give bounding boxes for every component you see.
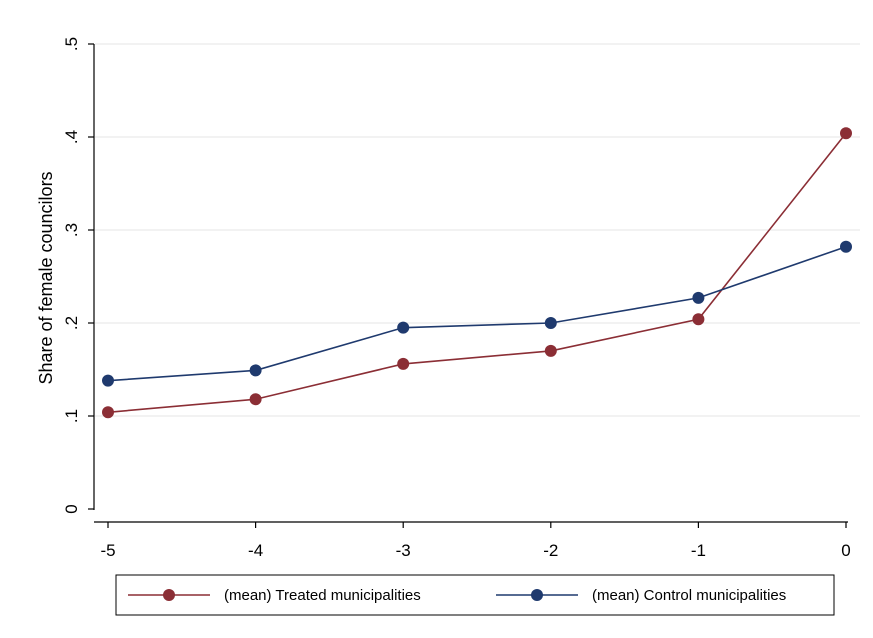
y-tick-label: .2 xyxy=(62,316,81,330)
legend-label: (mean) Treated municipalities xyxy=(224,587,421,604)
y-tick-label: .4 xyxy=(62,130,81,144)
data-point xyxy=(544,317,557,329)
series-control xyxy=(102,240,852,387)
y-tick-label: .3 xyxy=(62,223,81,237)
series-line xyxy=(107,245,847,382)
legend-swatch-marker xyxy=(163,589,175,601)
series-treated xyxy=(102,127,852,419)
legend-label: (mean) Control municipalities xyxy=(592,587,786,604)
y-axis-title: Share of female councilors xyxy=(36,171,56,384)
y-tick-label: .5 xyxy=(62,37,81,51)
data-point xyxy=(840,127,852,140)
data-point xyxy=(249,393,262,406)
axes xyxy=(93,44,848,523)
legend: (mean) Treated municipalities (mean) Cont… xyxy=(115,574,835,616)
data-point xyxy=(249,364,262,377)
series xyxy=(102,127,852,419)
legend-swatch-marker xyxy=(531,589,543,601)
x-ticks: -5 -4 -3 -2 -1 0 xyxy=(100,522,851,560)
series-line xyxy=(107,132,847,414)
x-tick-label: -4 xyxy=(248,541,263,560)
x-tick-label: -1 xyxy=(691,541,706,560)
x-tick-label: -3 xyxy=(396,541,411,560)
data-point xyxy=(692,291,705,304)
data-point xyxy=(397,357,410,370)
data-point xyxy=(102,374,114,387)
x-tick-label: 0 xyxy=(841,541,850,560)
data-point xyxy=(692,313,705,326)
legend-item: (mean) Treated municipalities xyxy=(128,587,421,604)
y-ticks: 0 .1 .2 .3 .4 .5 xyxy=(62,37,94,514)
data-point xyxy=(397,321,410,334)
y-tick-label: .1 xyxy=(62,409,81,423)
data-point xyxy=(840,240,852,253)
legend-items: (mean) Treated municipalities (mean) Cont… xyxy=(128,587,786,604)
x-tick-label: -2 xyxy=(543,541,558,560)
data-point xyxy=(544,344,557,357)
gridlines xyxy=(95,43,860,417)
legend-item: (mean) Control municipalities xyxy=(496,587,786,604)
x-tick-label: -5 xyxy=(100,541,115,560)
y-tick-label: 0 xyxy=(62,504,81,513)
legend-box xyxy=(115,574,835,616)
data-point xyxy=(102,406,114,419)
